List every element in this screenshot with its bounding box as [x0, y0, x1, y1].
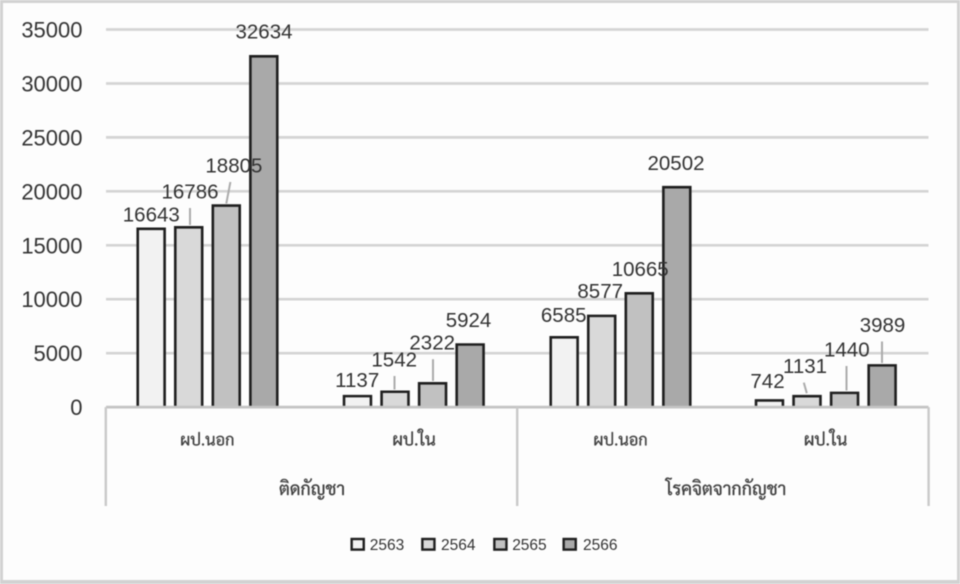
- svg-text:25000: 25000: [21, 125, 82, 150]
- svg-text:6585: 6585: [541, 304, 587, 327]
- svg-text:16643: 16643: [123, 204, 180, 227]
- svg-text:1542: 1542: [371, 349, 417, 372]
- svg-text:2566: 2566: [583, 537, 617, 554]
- svg-text:2322: 2322: [409, 332, 455, 355]
- svg-text:0: 0: [70, 395, 82, 420]
- svg-text:35000: 35000: [21, 18, 82, 43]
- svg-text:2565: 2565: [512, 537, 546, 554]
- svg-text:1440: 1440: [824, 338, 870, 361]
- svg-text:10665: 10665: [612, 258, 669, 281]
- svg-text:2564: 2564: [441, 537, 476, 554]
- svg-text:1137: 1137: [335, 369, 379, 392]
- svg-text:8577: 8577: [577, 280, 623, 303]
- svg-text:5000: 5000: [34, 341, 83, 366]
- svg-text:15000: 15000: [21, 233, 82, 258]
- svg-text:18805: 18805: [205, 155, 262, 178]
- svg-text:3989: 3989: [860, 314, 906, 337]
- svg-text:2563: 2563: [370, 537, 404, 554]
- svg-text:32634: 32634: [235, 21, 292, 44]
- svg-text:742: 742: [750, 370, 784, 393]
- svg-text:30000: 30000: [21, 72, 82, 97]
- svg-text:16786: 16786: [161, 181, 218, 204]
- svg-text:1131: 1131: [783, 355, 827, 378]
- svg-text:20000: 20000: [21, 179, 82, 204]
- svg-text:5924: 5924: [446, 309, 492, 332]
- svg-text:20502: 20502: [647, 152, 704, 175]
- svg-text:10000: 10000: [21, 287, 82, 312]
